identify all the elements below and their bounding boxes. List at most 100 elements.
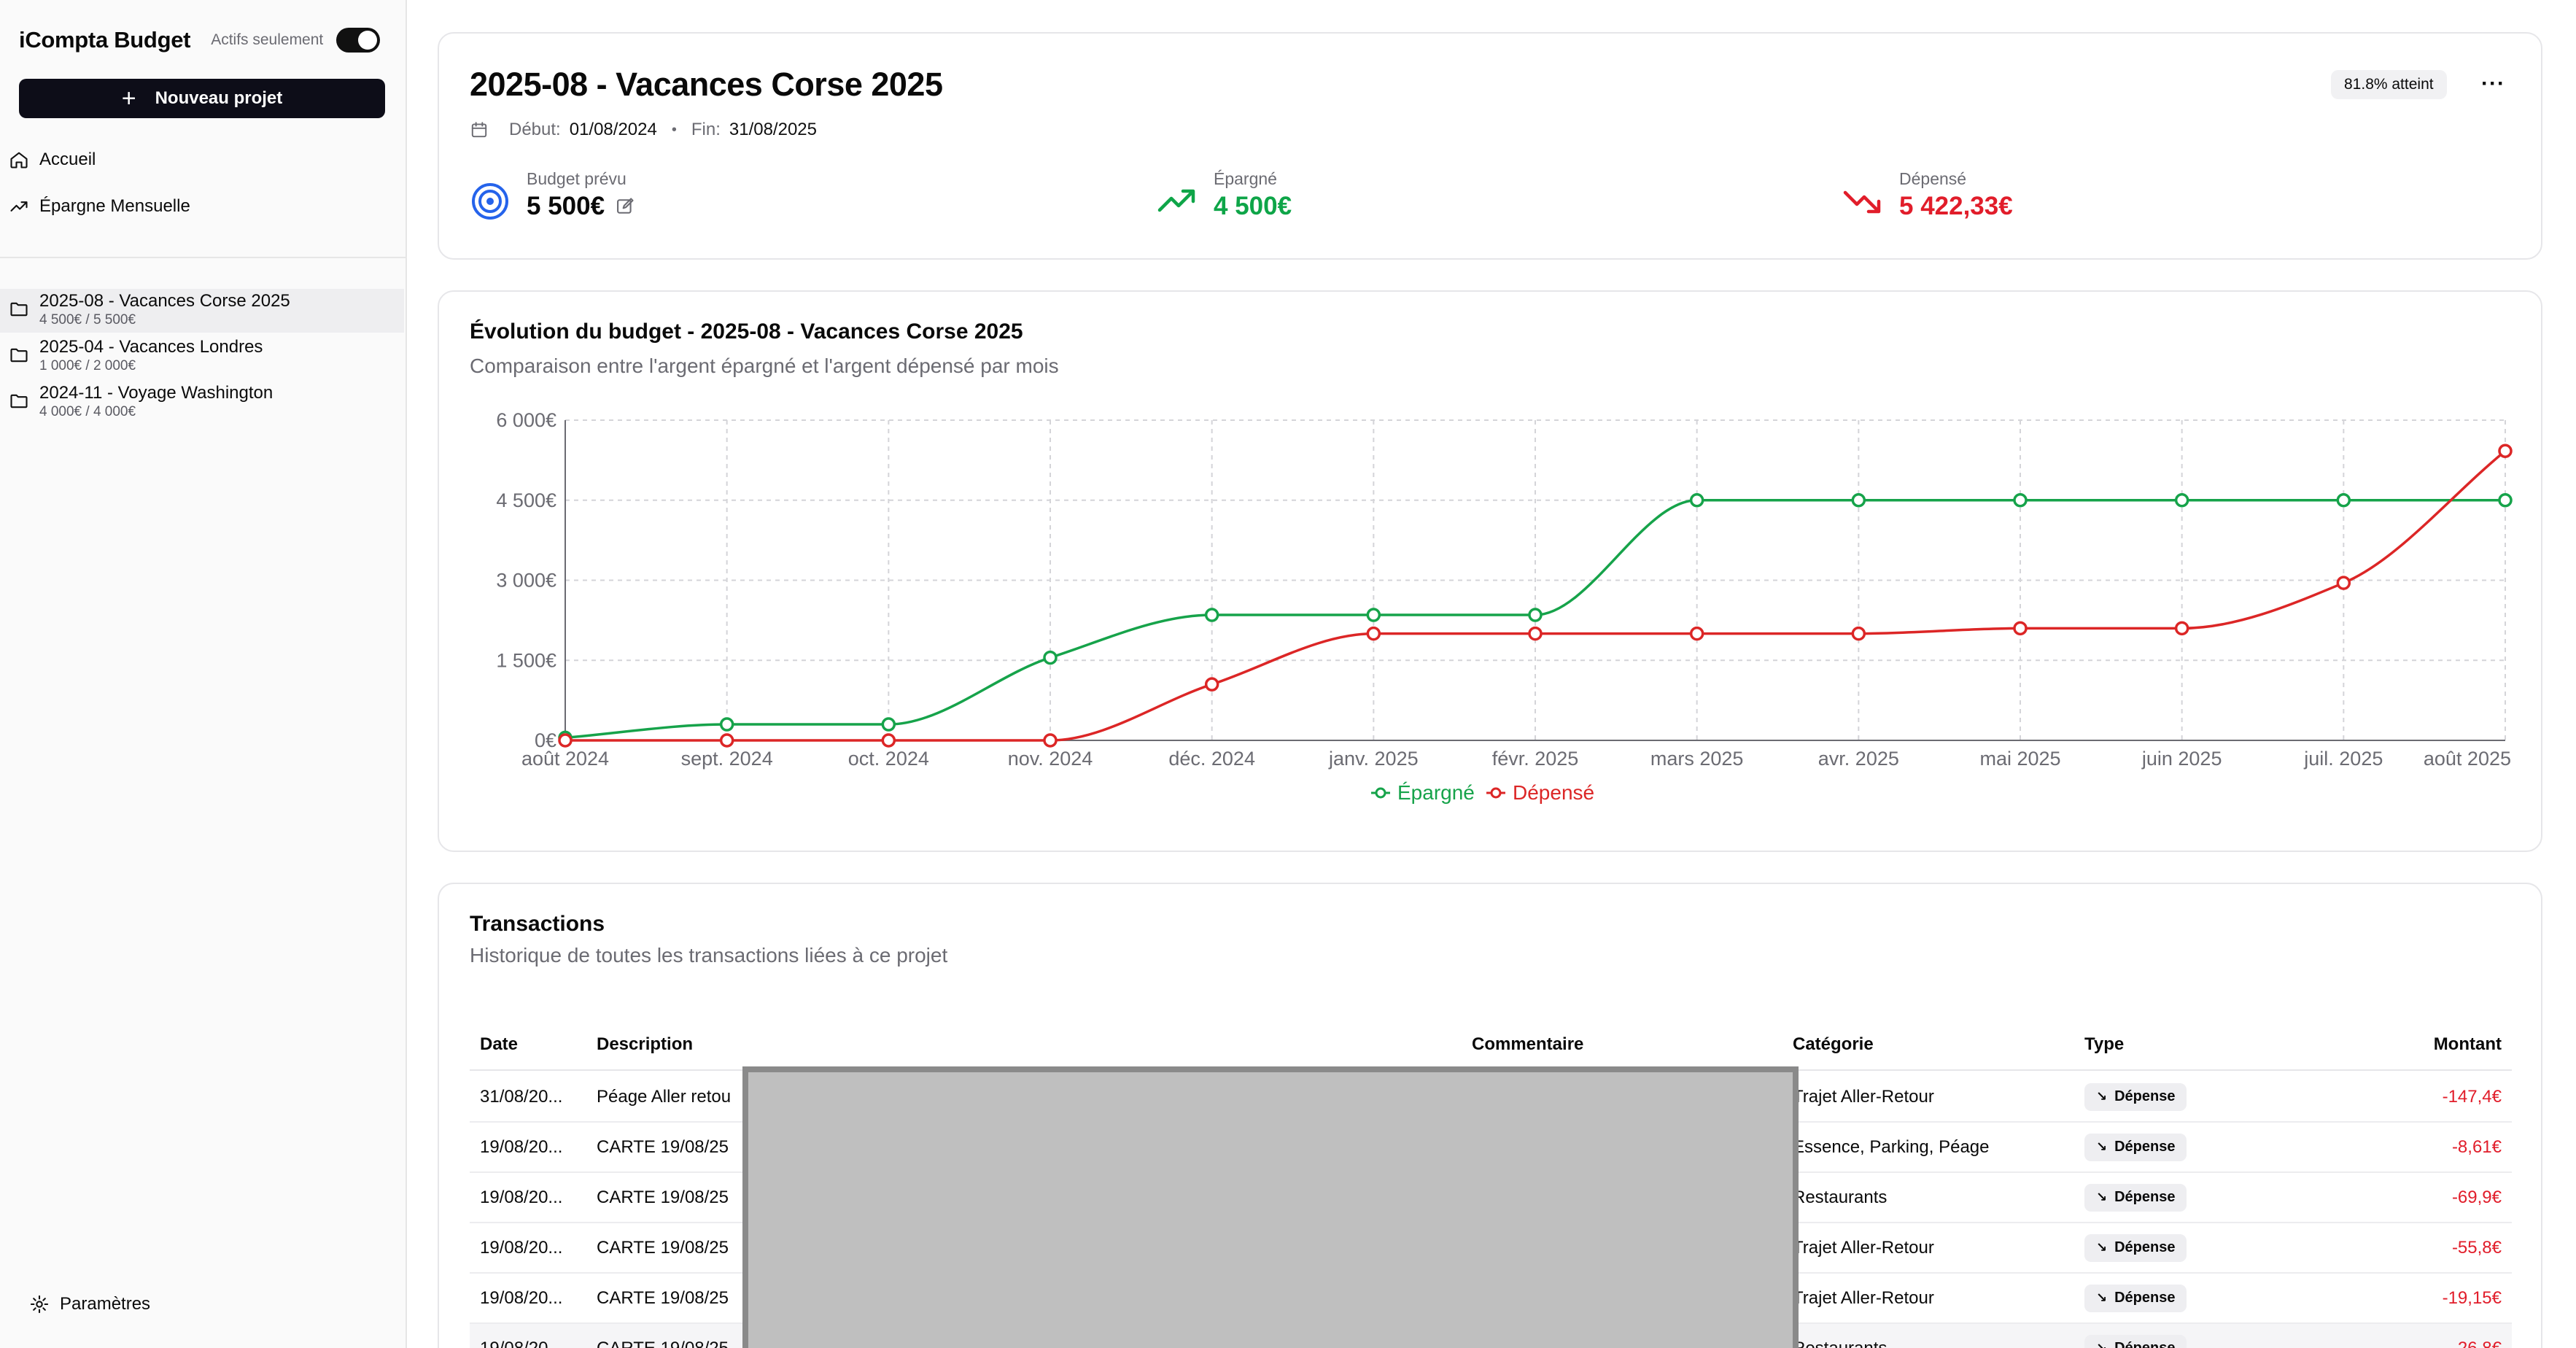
end-label: Fin: — [691, 120, 721, 139]
active-only-toggle[interactable] — [336, 28, 381, 53]
folder-icon — [10, 348, 28, 363]
end-date: 31/08/2025 — [729, 120, 817, 139]
x-tick-label: août 2024 — [521, 748, 609, 770]
project-text: 2025-08 - Vacances Corse 2025 4 500€ / 5… — [39, 289, 290, 328]
project-name: 2025-08 - Vacances Corse 2025 — [39, 291, 290, 311]
chart-title: Évolution du budget - 2025-08 - Vacances… — [470, 319, 1023, 344]
project-name: 2025-04 - Vacances Londres — [39, 337, 263, 357]
project-dates: Début: 01/08/2024 • Fin: 31/08/2025 — [470, 120, 817, 140]
project-text: 2025-04 - Vacances Londres 1 000€ / 2 00… — [39, 335, 263, 374]
row-date: 19/08/20... — [480, 1136, 563, 1157]
saved-metric: Épargné 4 500€ — [1157, 168, 1292, 223]
separator-dot: • — [671, 121, 677, 138]
x-tick-label: mai 2025 — [1979, 748, 2060, 770]
row-amount: -8,61€ — [2451, 1136, 2502, 1157]
column-header-amount[interactable]: Montant — [2433, 1034, 2502, 1054]
data-point-depense — [1528, 626, 1543, 641]
type-badge: ↘ Dépense — [2084, 1082, 2187, 1111]
calendar-icon — [471, 122, 487, 138]
data-point-depense — [719, 733, 734, 748]
settings-label: Paramètres — [60, 1294, 151, 1314]
legend-label-depense: Dépensé — [1513, 781, 1594, 804]
nav-item-epargne-mensuelle[interactable]: Épargne Mensuelle — [9, 190, 395, 223]
row-category: Trajet Aller-Retour — [1793, 1086, 1934, 1107]
x-tick-label: sept. 2024 — [681, 748, 773, 770]
trending-up-icon — [1157, 189, 1195, 212]
row-type: ↘ Dépense — [2084, 1274, 2303, 1322]
transactions-subtitle: Historique de toutes les transactions li… — [470, 944, 948, 967]
new-project-button[interactable]: + Nouveau projet — [19, 79, 385, 118]
type-label: Dépense — [2114, 1290, 2176, 1306]
brand-row: iCompta Budget Actifs seulement — [19, 25, 391, 55]
type-badge: ↘ Dépense — [2084, 1284, 2187, 1312]
data-point-epargne — [2336, 493, 2351, 508]
data-point-epargne — [719, 717, 734, 732]
data-point-depense — [558, 733, 573, 748]
budget-value: 5 500€ — [527, 192, 605, 220]
row-category: Trajet Aller-Retour — [1793, 1287, 1934, 1308]
project-item-londres[interactable]: 2025-04 - Vacances Londres 1 000€ / 2 00… — [0, 335, 404, 379]
x-tick-label: avr. 2025 — [1818, 748, 1899, 770]
saved-text: Épargné 4 500€ — [1214, 168, 1292, 223]
active-only-label: Actifs seulement — [211, 31, 324, 48]
saved-label: Épargné — [1214, 169, 1277, 188]
row-category: Restaurants — [1793, 1187, 1888, 1207]
column-header-type[interactable]: Type — [2084, 1034, 2125, 1054]
type-badge: ↘ Dépense — [2084, 1334, 2187, 1348]
more-options-button[interactable]: ··· — [2481, 71, 2505, 96]
legend-label-epargne: Épargné — [1397, 781, 1475, 804]
x-tick-label: janv. 2025 — [1328, 748, 1419, 770]
type-badge: ↘ Dépense — [2084, 1233, 2187, 1262]
budget-line-chart: 0€ 1 500€ 3 000€ 4 500€ 6 000€ août 2024 sept.… — [496, 409, 2513, 804]
row-date: 19/08/20... — [480, 1237, 563, 1258]
type-label: Dépense — [2114, 1189, 2176, 1205]
column-header-description[interactable]: Description — [597, 1034, 694, 1054]
y-tick-label: 1 500€ — [496, 649, 556, 671]
row-description: CARTE 19/08/25 — [597, 1136, 729, 1157]
arrow-down-right-icon: ↘ — [2096, 1341, 2108, 1348]
column-header-category[interactable]: Catégorie — [1793, 1034, 1874, 1054]
arrow-down-right-icon: ↘ — [2096, 1089, 2108, 1104]
trending-down-icon — [1843, 190, 1881, 214]
row-category: Trajet Aller-Retour — [1793, 1237, 1934, 1258]
row-description: CARTE 19/08/25 — [597, 1187, 729, 1207]
nav-item-accueil[interactable]: Accueil — [9, 143, 395, 177]
type-label: Dépense — [2114, 1139, 2176, 1155]
row-category: Restaurants — [1793, 1338, 1888, 1348]
row-type: ↘ Dépense — [2084, 1123, 2303, 1171]
row-date: 31/08/20... — [480, 1086, 563, 1107]
spent-text: Dépensé 5 422,33€ — [1899, 168, 2013, 223]
column-header-date[interactable]: Date — [480, 1034, 519, 1054]
x-tick-label: juil. 2025 — [2303, 748, 2383, 770]
sidebar: iCompta Budget Actifs seulement + Nouvea… — [0, 0, 407, 1348]
arrow-down-right-icon: ↘ — [2096, 1290, 2108, 1305]
edit-icon[interactable] — [615, 196, 635, 217]
row-type: ↘ Dépense — [2084, 1324, 2303, 1348]
data-point-depense — [1851, 626, 1866, 641]
x-tick-label: nov. 2024 — [1008, 748, 1093, 770]
row-description: CARTE 19/08/25 — [597, 1338, 729, 1348]
project-amounts: 4 500€ / 5 500€ — [39, 312, 136, 328]
data-point-epargne — [881, 717, 896, 732]
redacted-overlay — [742, 1066, 1799, 1348]
settings-link[interactable]: Paramètres — [29, 1294, 150, 1314]
data-point-epargne — [1366, 608, 1381, 622]
table-header: Date Description Commentaire Catégorie T… — [470, 1020, 2512, 1071]
row-description: Péage Aller retou — [597, 1086, 732, 1107]
start-date: 01/08/2024 — [569, 120, 657, 139]
project-summary-card: 2025-08 - Vacances Corse 2025 81.8% atte… — [438, 32, 2542, 260]
type-label: Dépense — [2114, 1239, 2176, 1255]
target-icon — [472, 183, 508, 220]
column-header-comment[interactable]: Commentaire — [1472, 1034, 1584, 1054]
row-type: ↘ Dépense — [2084, 1173, 2303, 1222]
y-tick-label: 6 000€ — [496, 409, 556, 431]
data-point-depense — [1689, 626, 1704, 641]
chart-subtitle: Comparaison entre l'argent épargné et l'… — [470, 355, 1059, 377]
project-item-corse[interactable]: 2025-08 - Vacances Corse 2025 4 500€ / 5… — [0, 289, 404, 333]
folder-icon — [10, 394, 28, 408]
spent-value: 5 422,33€ — [1899, 192, 2013, 220]
project-item-washington[interactable]: 2024-11 - Voyage Washington 4 000€ / 4 0… — [0, 381, 404, 425]
project-name: 2024-11 - Voyage Washington — [39, 383, 273, 403]
row-amount: -69,9€ — [2451, 1187, 2502, 1207]
gear-icon — [30, 1295, 49, 1314]
